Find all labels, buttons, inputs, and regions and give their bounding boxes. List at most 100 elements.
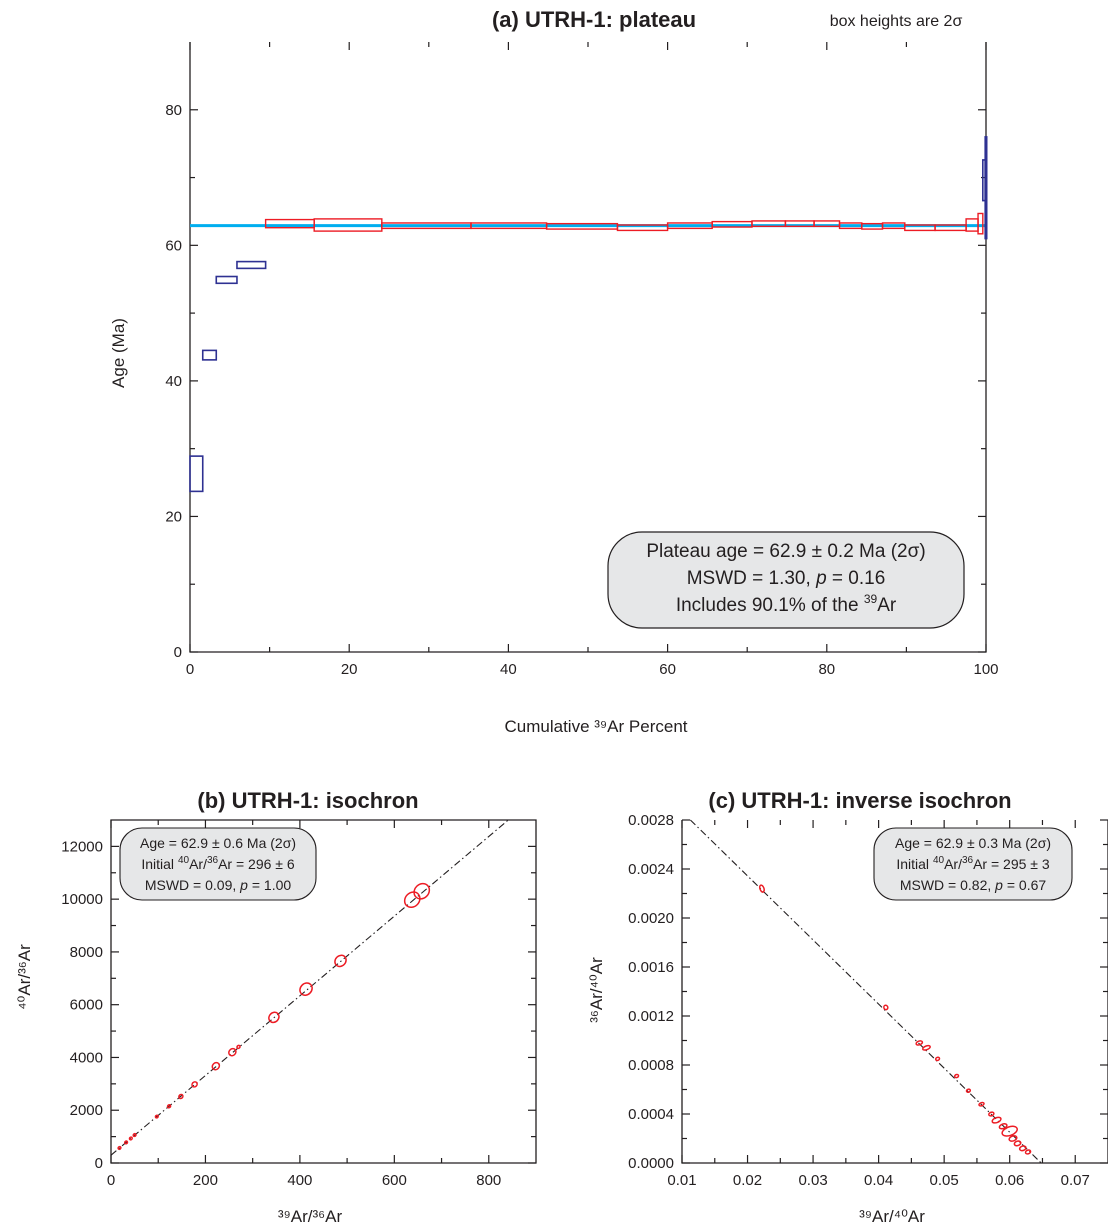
y-tick-label: 10000	[61, 891, 103, 908]
y-tick-label: 0	[174, 644, 182, 661]
panel-c-annotation-box	[873, 827, 1073, 901]
x-tick-label: 0.01	[667, 1172, 696, 1189]
panel-a-ticks: 0 20 40 60 80 100 0 20 40 60 80	[165, 42, 999, 678]
inverse-isochron-point-ellipse	[1008, 1135, 1018, 1142]
plateau-step-rejected	[189, 455, 204, 493]
inverse-isochron-point-ellipse	[965, 1088, 972, 1094]
inverse-isochron-point-ellipse	[991, 1116, 1002, 1124]
y-tick-label: 0.0028	[628, 812, 674, 829]
inverse-isochron-point-ellipse	[998, 1123, 1008, 1130]
x-tick-label: 40	[500, 661, 517, 678]
panel-c-points	[758, 884, 1032, 1155]
inverse-isochron-point-ellipse	[1018, 1145, 1027, 1152]
panel-a-annotation-box	[607, 531, 965, 629]
y-tick-label: 0.0016	[628, 959, 674, 976]
x-tick-label: 0.03	[798, 1172, 827, 1189]
panel-a-annotation-line2: MSWD = 1.30, p = 0.16	[687, 568, 886, 589]
inverse-isochron-point-ellipse	[758, 884, 765, 893]
isochron-point-ellipse	[334, 954, 347, 968]
y-tick-label: 0.0024	[628, 861, 674, 878]
panel-c-annotation-line2: Initial 40Ar/36Ar = 295 ± 3	[896, 855, 1049, 872]
x-tick-label: 20	[341, 661, 358, 678]
isochron-point-ellipse	[128, 1136, 133, 1141]
inverse-isochron-point-ellipse	[934, 1056, 941, 1062]
inverse-isochron-point-ellipse	[988, 1111, 995, 1117]
panel-b-isochron: (b) UTRH-1: isochron 0 200 400 600 800020004…	[15, 788, 537, 1226]
panel-b-annotation-line1: Age = 62.9 ± 0.6 Ma (2σ)	[140, 835, 296, 851]
panel-a-annotation-line3: Includes 90.1% of the 39Ar	[676, 592, 897, 616]
panel-a-plateau: (a) UTRH-1: plateau box heights are 2σ 0…	[109, 7, 999, 736]
y-tick-label: 12000	[61, 838, 103, 855]
panel-a-xlabel: Cumulative ³⁹Ar Percent	[504, 717, 687, 736]
y-tick-label: 60	[165, 237, 182, 254]
x-tick-label: 60	[659, 661, 676, 678]
y-tick-label: 20	[165, 508, 182, 525]
panel-c-ticks: 0.01 0.02 0.03 0.04 0.05 0.06 0.07 0.0000 0.0004…	[628, 812, 1108, 1189]
panel-a-steps	[189, 136, 988, 493]
isochron-point-ellipse	[117, 1145, 122, 1151]
y-tick-label: 8000	[70, 944, 103, 961]
isochron-point-ellipse	[211, 1061, 221, 1071]
x-tick-label: 0.04	[864, 1172, 893, 1189]
panel-a-annotation-line1: Plateau age = 62.9 ± 0.2 Ma (2σ)	[646, 541, 925, 562]
x-tick-label: 0.02	[733, 1172, 762, 1189]
y-tick-label: 6000	[70, 997, 103, 1014]
plateau-step-rejected	[984, 136, 988, 240]
panel-b-xlabel: ³⁹Ar/³⁶Ar	[278, 1207, 343, 1226]
x-tick-label: 800	[476, 1172, 501, 1189]
x-tick-label: 0.06	[995, 1172, 1024, 1189]
panel-b-points	[117, 882, 431, 1151]
y-tick-label: 2000	[70, 1102, 103, 1119]
panel-c-annotation-line1: Age = 62.9 ± 0.3 Ma (2σ)	[895, 835, 1051, 851]
panel-b-ylabel: ⁴⁰Ar/³⁶Ar	[15, 944, 34, 1010]
inverse-isochron-point-ellipse	[1001, 1125, 1018, 1137]
panel-b-annotation-line3: MSWD = 0.09, p = 1.00	[145, 877, 292, 893]
y-tick-label: 80	[165, 102, 182, 119]
inverse-isochron-point-ellipse	[978, 1101, 985, 1107]
panel-c-inverse-isochron: (c) UTRH-1: inverse isochron 0.01 0.02 0.0…	[587, 788, 1108, 1226]
inverse-isochron-point-ellipse	[915, 1040, 924, 1046]
panel-c-ylabel: ³⁶Ar/⁴⁰Ar	[587, 957, 606, 1023]
panel-c-annotation: Age = 62.9 ± 0.3 Ma (2σ) Initial 40Ar/36…	[873, 827, 1073, 901]
inverse-isochron-point-ellipse	[1024, 1149, 1032, 1155]
isochron-point-ellipse	[228, 1047, 237, 1057]
x-tick-label: 0.05	[930, 1172, 959, 1189]
isochron-point-ellipse	[166, 1103, 172, 1109]
isochron-point-ellipse	[123, 1140, 129, 1145]
plateau-step-accepted	[977, 212, 984, 235]
y-tick-label: 0	[95, 1155, 103, 1172]
y-tick-label: 0.0020	[628, 910, 674, 927]
panel-c-xlabel: ³⁹Ar/⁴⁰Ar	[859, 1207, 925, 1226]
panel-a-ylabel: Age (Ma)	[109, 318, 128, 388]
isochron-point-ellipse	[132, 1132, 137, 1138]
x-tick-label: 600	[382, 1172, 407, 1189]
inverse-isochron-point-ellipse	[883, 1004, 889, 1011]
isochron-point-ellipse	[154, 1114, 159, 1119]
y-tick-label: 0.0008	[628, 1057, 674, 1074]
panel-b-annotation-line2: Initial 40Ar/36Ar = 296 ± 6	[141, 855, 294, 872]
y-tick-label: 4000	[70, 1049, 103, 1066]
y-tick-label: 40	[165, 373, 182, 390]
inverse-isochron-point-ellipse	[953, 1073, 960, 1079]
x-tick-label: 0	[186, 661, 194, 678]
isochron-point-ellipse	[191, 1081, 198, 1088]
panel-c-title: (c) UTRH-1: inverse isochron	[708, 788, 1011, 813]
y-tick-label: 0.0012	[628, 1008, 674, 1025]
isochron-point-ellipse	[299, 982, 313, 996]
inverse-isochron-point-ellipse	[921, 1044, 931, 1051]
y-tick-label: 0.0004	[628, 1106, 674, 1123]
isochron-point-ellipse	[178, 1093, 184, 1100]
plateau-step-rejected	[201, 349, 218, 361]
x-tick-label: 0	[107, 1172, 115, 1189]
isochron-point-ellipse	[236, 1044, 241, 1050]
panel-a-title: (a) UTRH-1: plateau	[492, 7, 696, 32]
x-tick-label: 100	[973, 661, 998, 678]
panel-a-note: box heights are 2σ	[830, 13, 963, 30]
panel-b-title: (b) UTRH-1: isochron	[197, 788, 418, 813]
panel-c-annotation-line3: MSWD = 0.82, p = 0.67	[900, 877, 1047, 893]
x-tick-label: 80	[818, 661, 835, 678]
isochron-point-ellipse	[413, 882, 431, 900]
x-tick-label: 400	[287, 1172, 312, 1189]
